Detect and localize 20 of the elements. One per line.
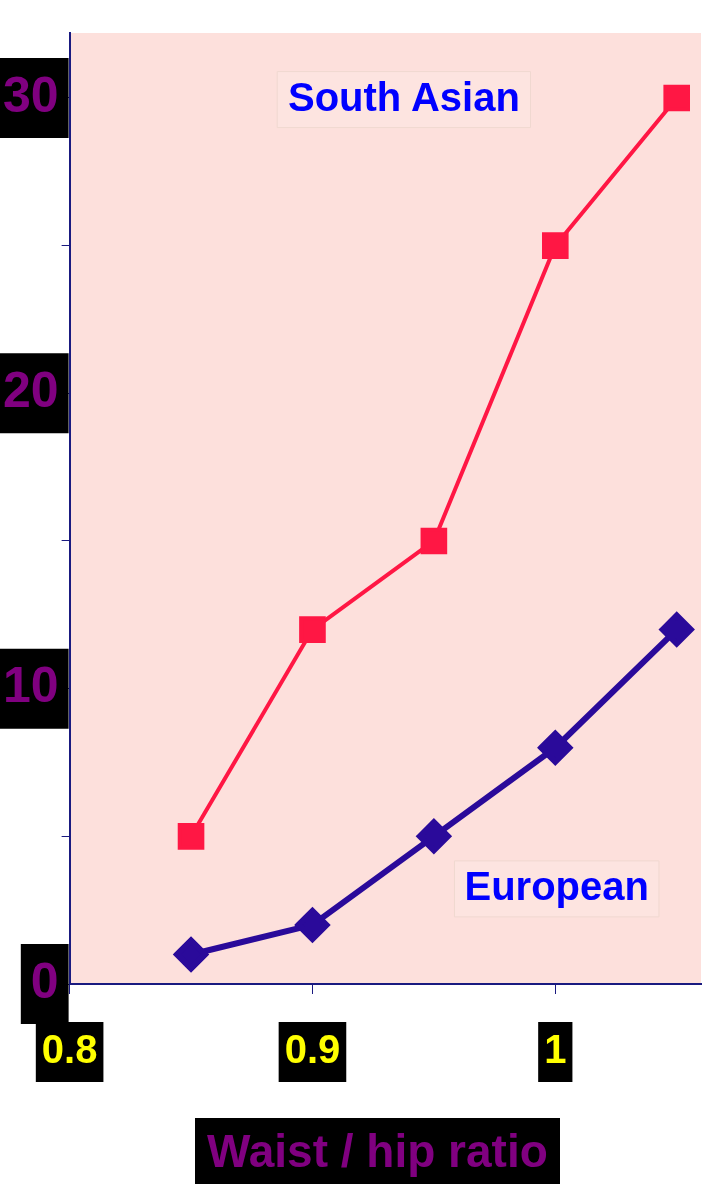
point xyxy=(177,823,205,850)
point xyxy=(416,819,451,854)
point xyxy=(420,527,448,555)
point xyxy=(541,232,569,259)
x-tick-label: 0.8 xyxy=(41,1027,98,1072)
y-tick-label: 30 xyxy=(2,66,59,123)
point xyxy=(295,907,330,942)
point xyxy=(299,616,326,643)
y-tick-label: 10 xyxy=(2,657,59,714)
series-label: European xyxy=(464,863,649,908)
point xyxy=(663,84,691,112)
y-tick-label: 0 xyxy=(30,952,59,1009)
x-tick-label: 1 xyxy=(544,1027,567,1072)
point xyxy=(659,612,694,647)
text: South Asian xyxy=(287,74,520,119)
x-tick-label: 0.9 xyxy=(284,1027,341,1072)
x-axis-title: Waist / hip ratio xyxy=(195,1118,560,1184)
y-tick-label: 20 xyxy=(2,362,59,419)
point xyxy=(174,937,209,972)
point xyxy=(538,730,573,765)
